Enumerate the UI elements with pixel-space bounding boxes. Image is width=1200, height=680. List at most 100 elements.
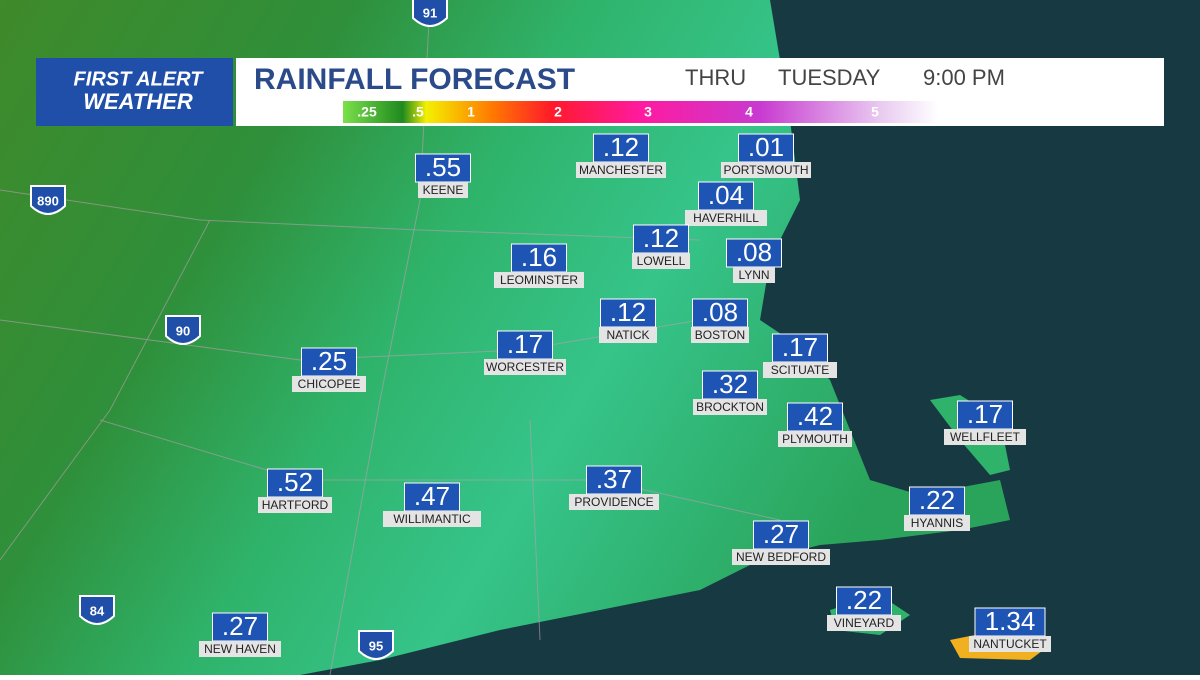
rain-value: .17	[967, 399, 1003, 429]
city-name: HYANNIS	[911, 516, 963, 530]
name-box	[827, 615, 901, 631]
value-box	[787, 402, 843, 432]
city-name: WORCESTER	[486, 360, 564, 374]
city-name: BROCKTON	[696, 400, 764, 414]
city-name: HARTFORD	[262, 498, 329, 512]
name-box	[732, 549, 830, 565]
name-box	[904, 515, 970, 531]
highway-number: 84	[90, 603, 105, 618]
value-box	[957, 400, 1013, 430]
value-box	[772, 333, 828, 363]
highway-shield	[412, 0, 448, 27]
city-name: NATICK	[606, 328, 649, 342]
rain-value: .04	[708, 180, 744, 210]
rain-value: .27	[763, 519, 799, 549]
city-name: KEENE	[423, 183, 464, 197]
name-box	[969, 636, 1051, 652]
rain-value: .08	[702, 297, 738, 327]
rain-value: .01	[748, 132, 784, 162]
city-name: PLYMOUTH	[782, 432, 848, 446]
city-name: LEOMINSTER	[500, 273, 578, 287]
city-name: MANCHESTER	[579, 163, 663, 177]
value-box	[698, 181, 754, 211]
city-name: CHICOPEE	[298, 377, 361, 391]
rain-value: .12	[643, 223, 679, 253]
city-name: NANTUCKET	[973, 637, 1047, 651]
city-name: HAVERHILL	[693, 211, 759, 225]
name-box	[763, 362, 837, 378]
city-name: BOSTON	[695, 328, 745, 342]
rain-value: .32	[712, 369, 748, 399]
title: RAINFALL FORECAST	[254, 63, 575, 96]
rain-value: .17	[507, 329, 543, 359]
name-box	[778, 431, 852, 447]
name-box	[685, 210, 767, 226]
highway-number: 91	[423, 5, 437, 20]
rain-value: .42	[797, 401, 833, 431]
name-box	[258, 497, 332, 513]
legend-label: 2	[554, 104, 562, 120]
name-box	[418, 182, 468, 198]
rain-value: .37	[596, 464, 632, 494]
name-box	[693, 399, 767, 415]
rain-value: .55	[425, 152, 461, 182]
city-name: VINEYARD	[834, 616, 895, 630]
rain-value: .22	[919, 485, 955, 515]
highway-number: 90	[176, 323, 190, 338]
value-box	[909, 486, 965, 516]
name-box	[576, 162, 666, 178]
value-box	[511, 243, 567, 273]
rain-value: .16	[521, 242, 557, 272]
name-box	[632, 253, 690, 269]
highway-shield	[30, 185, 66, 215]
city-name: NEW BEDFORD	[736, 550, 826, 564]
name-box	[691, 327, 749, 343]
legend-scale	[343, 101, 938, 123]
rain-value: .27	[222, 611, 258, 641]
city-name: WILLIMANTIC	[393, 512, 471, 526]
rain-value: .47	[414, 481, 450, 511]
name-box	[292, 376, 366, 392]
highway-shield	[165, 315, 201, 345]
city-name: LOWELL	[637, 254, 686, 268]
time: 9:00 PM	[923, 65, 1005, 90]
name-box	[484, 359, 566, 375]
legend-label: 5	[871, 104, 879, 120]
legend-label: 4	[745, 104, 753, 120]
name-box	[944, 429, 1026, 445]
highway-shield	[79, 595, 115, 625]
rain-value: 1.34	[985, 606, 1036, 636]
name-box	[733, 267, 775, 283]
name-box	[599, 327, 657, 343]
city-name: PORTSMOUTH	[723, 163, 808, 177]
city-name: SCITUATE	[771, 363, 829, 377]
rain-value: .22	[846, 585, 882, 615]
day: TUESDAY	[778, 65, 881, 90]
value-box	[497, 330, 553, 360]
name-box	[569, 494, 659, 510]
rain-value: .52	[277, 467, 313, 497]
value-box	[600, 298, 656, 328]
value-box	[633, 224, 689, 254]
rain-value: .12	[610, 297, 646, 327]
value-box	[404, 482, 460, 512]
legend-label: 3	[644, 104, 652, 120]
name-box	[721, 162, 811, 178]
highway-number: 95	[369, 638, 383, 653]
value-box	[692, 298, 748, 328]
value-box	[753, 520, 809, 550]
value-box	[415, 153, 471, 183]
city-name: PROVIDENCE	[574, 495, 653, 509]
value-box	[836, 586, 892, 616]
rain-value: .08	[736, 237, 772, 267]
rain-value: .17	[782, 332, 818, 362]
name-box	[383, 511, 481, 527]
legend-label: .25	[357, 104, 377, 120]
value-box	[726, 238, 782, 268]
thru: THRU	[685, 65, 746, 90]
legend-label: 1	[467, 104, 475, 120]
city-name: NEW HAVEN	[204, 642, 276, 656]
value-box	[212, 612, 268, 642]
highway-shield	[358, 630, 394, 660]
